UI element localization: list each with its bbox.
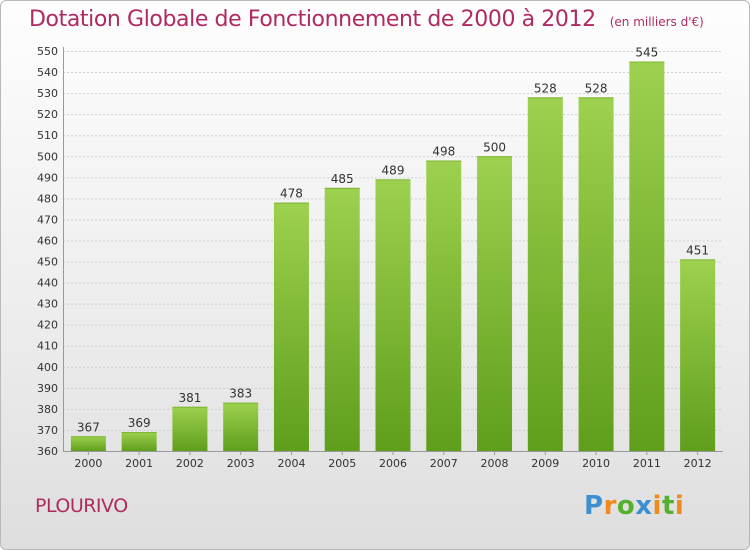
- y-tick-label: 530: [37, 87, 58, 100]
- value-label: 500: [483, 140, 506, 154]
- bar: [680, 259, 716, 451]
- x-tick-label: 2006: [379, 457, 407, 470]
- value-label: 383: [229, 387, 252, 401]
- bar: [172, 406, 208, 451]
- x-tick-label: 2010: [582, 457, 610, 470]
- x-tick-label: 2001: [125, 457, 153, 470]
- bar: [70, 436, 106, 451]
- y-tick-label: 380: [37, 403, 58, 416]
- value-label: 485: [331, 172, 354, 186]
- y-tick-label: 460: [37, 234, 58, 247]
- x-tick-label: 2008: [481, 457, 509, 470]
- value-label: 381: [178, 391, 201, 405]
- bar: [629, 61, 665, 452]
- x-tick-label: 2007: [430, 457, 458, 470]
- x-tick-label: 2012: [684, 457, 712, 470]
- y-tick-label: 370: [37, 424, 58, 437]
- bar: [527, 97, 563, 451]
- y-tick-label: 550: [37, 45, 58, 58]
- axes: [63, 47, 723, 455]
- bar: [477, 156, 513, 451]
- bar: [324, 187, 360, 451]
- y-tick-label: 500: [37, 150, 58, 163]
- bar: [578, 97, 614, 451]
- y-tick-label: 440: [37, 277, 58, 290]
- x-tick-label: 2009: [531, 457, 559, 470]
- chart-title-text: Dotation Globale de Fonctionnement de 20…: [29, 7, 596, 32]
- bar: [426, 160, 462, 451]
- proxiti-logo[interactable]: Proxiti: [584, 491, 684, 521]
- bars: [70, 61, 716, 452]
- y-tick-label: 480: [37, 192, 58, 205]
- x-tick-label: 2011: [633, 457, 661, 470]
- y-tick-label: 410: [37, 340, 58, 353]
- y-tick-label: 540: [37, 66, 58, 79]
- x-tick-label: 2005: [328, 457, 356, 470]
- x-tick-labels: 2000 2001 2002 2003 2004 2005 2006 2007 2008 2009…: [74, 457, 711, 470]
- x-tick-label: 2004: [277, 457, 305, 470]
- value-label: 367: [77, 420, 100, 434]
- y-tick-label: 360: [37, 445, 58, 458]
- y-tick-label: 520: [37, 108, 58, 121]
- y-tick-label: 400: [37, 361, 58, 374]
- y-tick-label: 390: [37, 382, 58, 395]
- value-label: 498: [432, 144, 455, 158]
- value-label: 478: [280, 187, 303, 201]
- logo-letter: r: [603, 491, 617, 521]
- y-tick-label: 470: [37, 213, 58, 226]
- y-tick-label: 420: [37, 319, 58, 332]
- y-tick-labels: 360 370 380 390 400 410 420 430 440 450 460 470 480 4…: [37, 45, 58, 458]
- x-tick-label: 2003: [227, 457, 255, 470]
- logo-letter: x: [635, 491, 653, 521]
- commune-name: PLOURIVO: [35, 495, 128, 517]
- logo-letter: t: [661, 491, 675, 521]
- logo-letter: P: [584, 491, 604, 521]
- value-labels: 367 369 381 383 478 485 489 498 500 528 528 545 451: [77, 46, 709, 435]
- bar: [273, 202, 309, 451]
- value-label: 545: [635, 46, 658, 60]
- logo-letter: i: [652, 491, 662, 521]
- chart-subtitle: (en milliers d'€): [609, 15, 704, 29]
- x-tick-label: 2002: [176, 457, 204, 470]
- bar: [223, 402, 259, 451]
- logo-letter: i: [674, 491, 685, 521]
- x-tick-label: 2000: [74, 457, 102, 470]
- y-tick-label: 430: [37, 298, 58, 311]
- bar: [121, 432, 157, 451]
- y-tick-label: 510: [37, 129, 58, 142]
- chart-title: Dotation Globale de Fonctionnement de 20…: [29, 7, 704, 32]
- value-label: 489: [382, 163, 405, 177]
- value-label: 369: [128, 416, 151, 430]
- value-label: 451: [686, 243, 709, 257]
- logo-letter: o: [616, 491, 636, 521]
- y-tick-label: 490: [37, 171, 58, 184]
- y-tick-label: 450: [37, 256, 58, 269]
- value-label: 528: [534, 81, 557, 95]
- value-label: 528: [585, 81, 608, 95]
- bar: [375, 179, 411, 451]
